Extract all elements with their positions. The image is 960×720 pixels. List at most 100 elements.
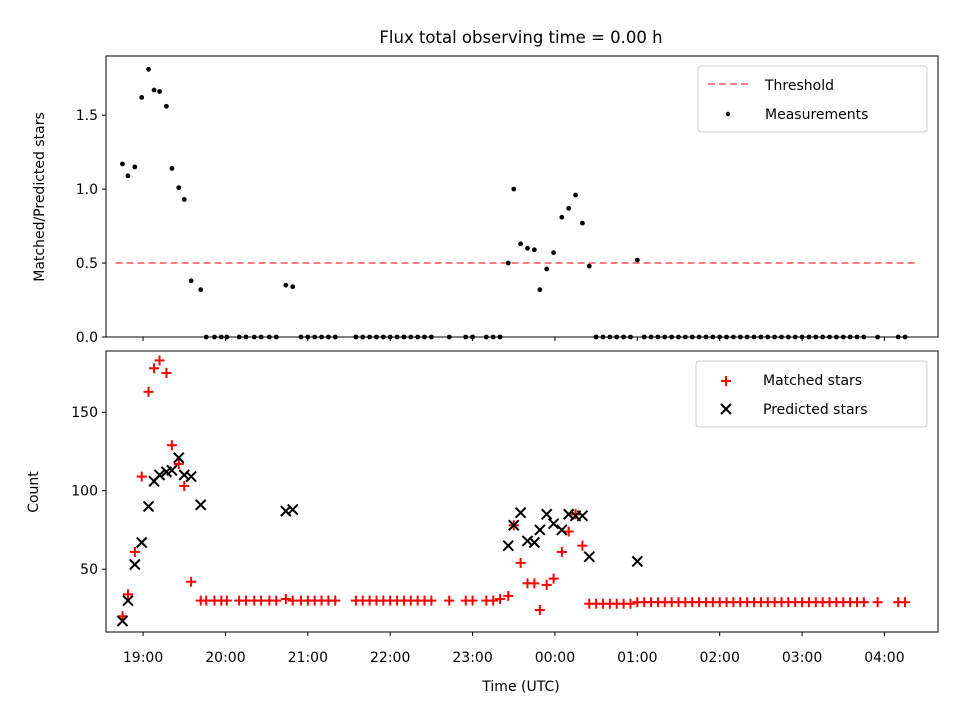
- count-x-tick-label: 01:00: [617, 650, 657, 666]
- matched-stars-point: [529, 578, 540, 589]
- measurement-point: [151, 87, 157, 93]
- measurement-point: [586, 263, 592, 269]
- measurement-point: [164, 103, 169, 109]
- predicted-legend-label: Predicted stars: [763, 402, 868, 418]
- count-y-tick-label: 50: [80, 562, 98, 578]
- predicted-stars-point: [528, 536, 541, 549]
- count-x-tick-label: 02:00: [700, 650, 740, 666]
- matched-stars-point: [129, 546, 140, 557]
- predicted-stars-point: [583, 550, 595, 563]
- measurement-point: [551, 250, 556, 256]
- count-x-tick-label: 00:00: [535, 650, 575, 666]
- matched-stars-point: [577, 540, 588, 551]
- matched-stars-point: [541, 579, 552, 590]
- matched-stars-point: [556, 546, 567, 557]
- measurement-point: [634, 257, 640, 263]
- measurement-point: [132, 164, 138, 170]
- matched-stars-point: [515, 557, 526, 568]
- measurement-point: [505, 260, 511, 266]
- ratio-plot-frame: [105, 55, 939, 338]
- count-legend: Matched stars Predicted stars: [695, 360, 928, 428]
- matched-stars-point: [872, 597, 883, 608]
- measurement-point: [283, 282, 289, 288]
- predicted-stars-point: [514, 506, 527, 519]
- matched-stars-point: [548, 573, 559, 584]
- measurement-point: [544, 266, 550, 272]
- matched-legend-swatch: [721, 376, 731, 386]
- count-y-tick-label: 100: [71, 484, 98, 500]
- matched-stars-point: [858, 597, 869, 608]
- count-panel: 50 100 150 19:00 20:00 21:00 22:00 23:00 00:00 0…: [26, 350, 939, 695]
- predicted-stars-point: [122, 594, 134, 607]
- measurement-point: [146, 66, 151, 72]
- predicted-stars-point: [631, 555, 644, 568]
- measurement-point: [157, 89, 162, 94]
- measurement-point: [580, 220, 585, 226]
- matched-stars-point: [179, 481, 190, 492]
- measurement-point: [518, 241, 524, 247]
- predicted-stars-point: [287, 503, 299, 516]
- matched-stars-point: [330, 595, 341, 606]
- predicted-stars-point: [556, 524, 568, 536]
- predicted-stars-point: [116, 615, 129, 627]
- matched-stars-point: [161, 367, 172, 378]
- matched-stars-point: [143, 386, 154, 397]
- measurement-point: [573, 192, 578, 198]
- matched-stars-point: [625, 598, 636, 609]
- predicted-stars-point: [576, 510, 589, 522]
- matched-stars-point: [173, 459, 184, 470]
- predicted-legend-swatch: [720, 403, 732, 415]
- measurement-point: [188, 278, 194, 284]
- matched-stars-point: [122, 589, 133, 600]
- matched-stars-point: [570, 509, 581, 520]
- matched-stars-point: [426, 595, 437, 606]
- count-x-tick-label: 23:00: [452, 650, 492, 666]
- matched-stars-point: [136, 471, 147, 482]
- predicted-stars-point: [547, 517, 560, 530]
- count-y-axis-label: Count: [26, 471, 42, 513]
- figure-title: Flux total observing time = 0.00 h: [379, 28, 662, 47]
- count-x-tick-label: 21:00: [288, 650, 328, 666]
- x-axis-label: Time (UTC): [481, 679, 559, 695]
- matched-stars-point: [271, 595, 282, 606]
- count-plot-frame: [105, 350, 939, 633]
- matched-stars-point: [154, 355, 165, 366]
- matched-stars-point: [900, 597, 911, 608]
- measurement-point: [566, 205, 572, 211]
- count-x-tick-label: 22:00: [370, 650, 410, 666]
- ratio-legend: Threshold Measurements: [697, 65, 928, 133]
- measurement-point: [125, 173, 131, 179]
- measurement-point: [537, 287, 543, 293]
- count-legend-box: [695, 360, 928, 428]
- ratio-y-tick-label: 0.5: [76, 256, 98, 272]
- matched-stars-point: [149, 363, 160, 374]
- measurement-point: [120, 161, 125, 167]
- predicted-stars-point: [541, 508, 553, 520]
- predicted-stars-point: [166, 464, 178, 477]
- predicted-stars-point: [508, 519, 520, 531]
- measurement-point: [176, 185, 182, 191]
- measurement-point: [290, 284, 296, 290]
- predicted-stars-point: [195, 499, 207, 511]
- ratio-y-tick-label: 1.0: [76, 182, 98, 198]
- count-x-tick-label: 19:00: [123, 650, 163, 666]
- predicted-stars-point: [142, 500, 155, 513]
- measurement-point: [181, 197, 187, 202]
- ratio-panel: 0.0 0.5 1.0 1.5 Matched/Predicted stars Thr…: [32, 55, 939, 346]
- matched-stars-point: [444, 595, 455, 606]
- ratio-y-axis-label: Matched/Predicted stars: [32, 112, 48, 282]
- measurement-point: [169, 166, 175, 171]
- predicted-stars-point: [129, 558, 141, 571]
- matched-stars-point: [221, 595, 232, 606]
- count-x-tick-label: 20:00: [205, 650, 245, 666]
- matched-stars-point: [495, 594, 506, 605]
- count-x-tick-label: 04:00: [864, 650, 904, 666]
- matched-legend-label: Matched stars: [763, 373, 862, 389]
- count-x-tick-label: 03:00: [782, 650, 822, 666]
- ratio-y-tick-label: 0.0: [76, 330, 98, 346]
- measurement-point: [525, 245, 530, 251]
- predicted-stars-point: [135, 536, 148, 549]
- measurement-point: [511, 186, 517, 192]
- measurement-point: [531, 247, 537, 253]
